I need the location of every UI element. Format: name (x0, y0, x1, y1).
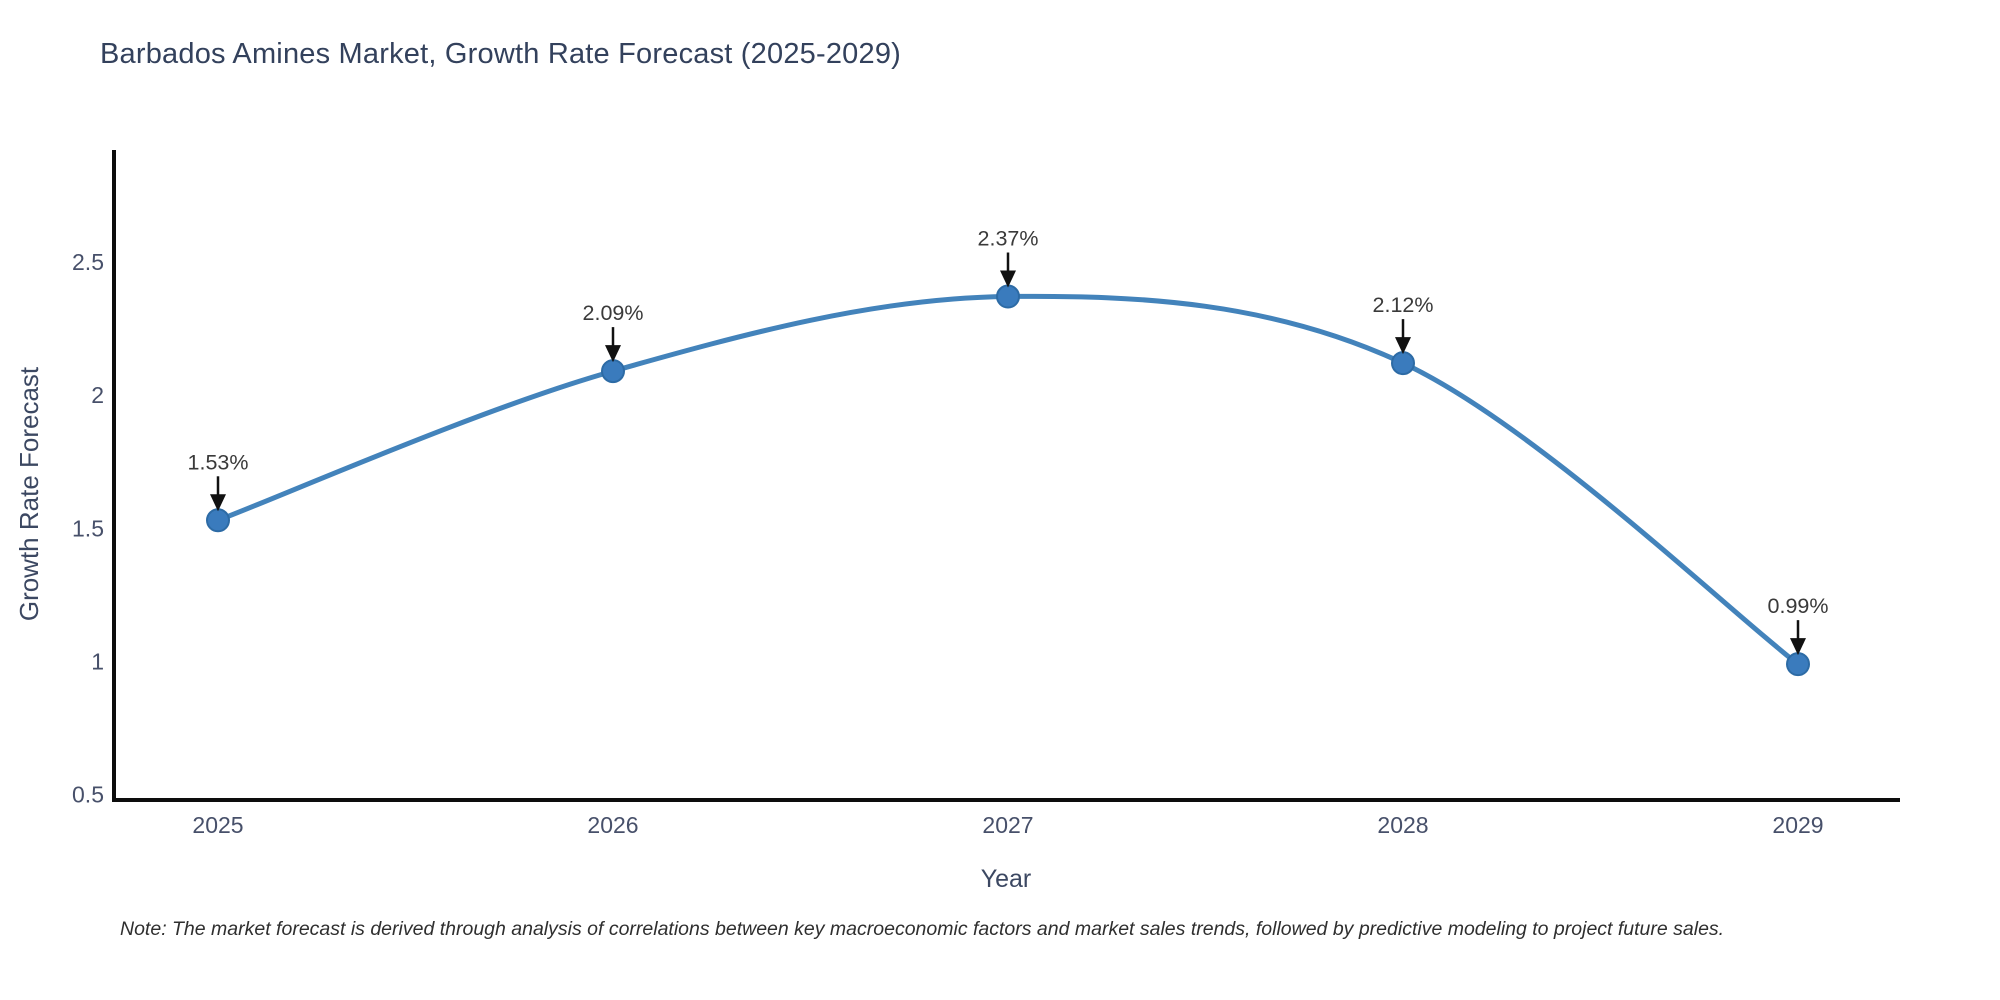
x-tick-label: 2026 (587, 812, 638, 838)
y-tick-label: 1.5 (72, 515, 104, 541)
y-tick-label: 1 (91, 648, 104, 674)
y-tick-label: 0.5 (72, 782, 104, 808)
data-point-value-label: 2.37% (978, 227, 1039, 251)
data-point-marker (1391, 351, 1415, 376)
data-point-marker (1786, 652, 1810, 677)
x-tick-label: 2029 (1772, 812, 1823, 838)
data-point-value-label: 0.99% (1768, 594, 1829, 618)
data-point-marker (206, 508, 230, 533)
x-tick-label: 2027 (982, 812, 1033, 838)
x-tick-label: 2028 (1377, 812, 1428, 838)
annotation-arrow-head (1395, 337, 1411, 355)
x-axis-title: Year (981, 865, 1032, 893)
trend-line (215, 293, 1801, 667)
data-point-marker (996, 284, 1020, 309)
data-point-value-label: 1.53% (188, 450, 249, 474)
y-axis-title: Growth Rate Forecast (14, 366, 44, 621)
x-tick-label: 2025 (192, 812, 243, 838)
annotation-arrow-head (1000, 270, 1016, 288)
y-tick-label: 2 (91, 382, 104, 408)
y-tick-label: 2.5 (72, 249, 104, 275)
footnote: Note: The market forecast is derived thr… (120, 918, 1725, 940)
data-point-marker (601, 359, 625, 384)
annotation-arrow-head (210, 494, 226, 512)
annotation-arrow-head (1790, 638, 1806, 656)
data-point-value-label: 2.09% (583, 301, 644, 325)
chart-title: Barbados Amines Market, Growth Rate Fore… (100, 38, 902, 70)
annotation-arrow-head (605, 345, 621, 363)
data-point-value-label: 2.12% (1373, 293, 1434, 317)
